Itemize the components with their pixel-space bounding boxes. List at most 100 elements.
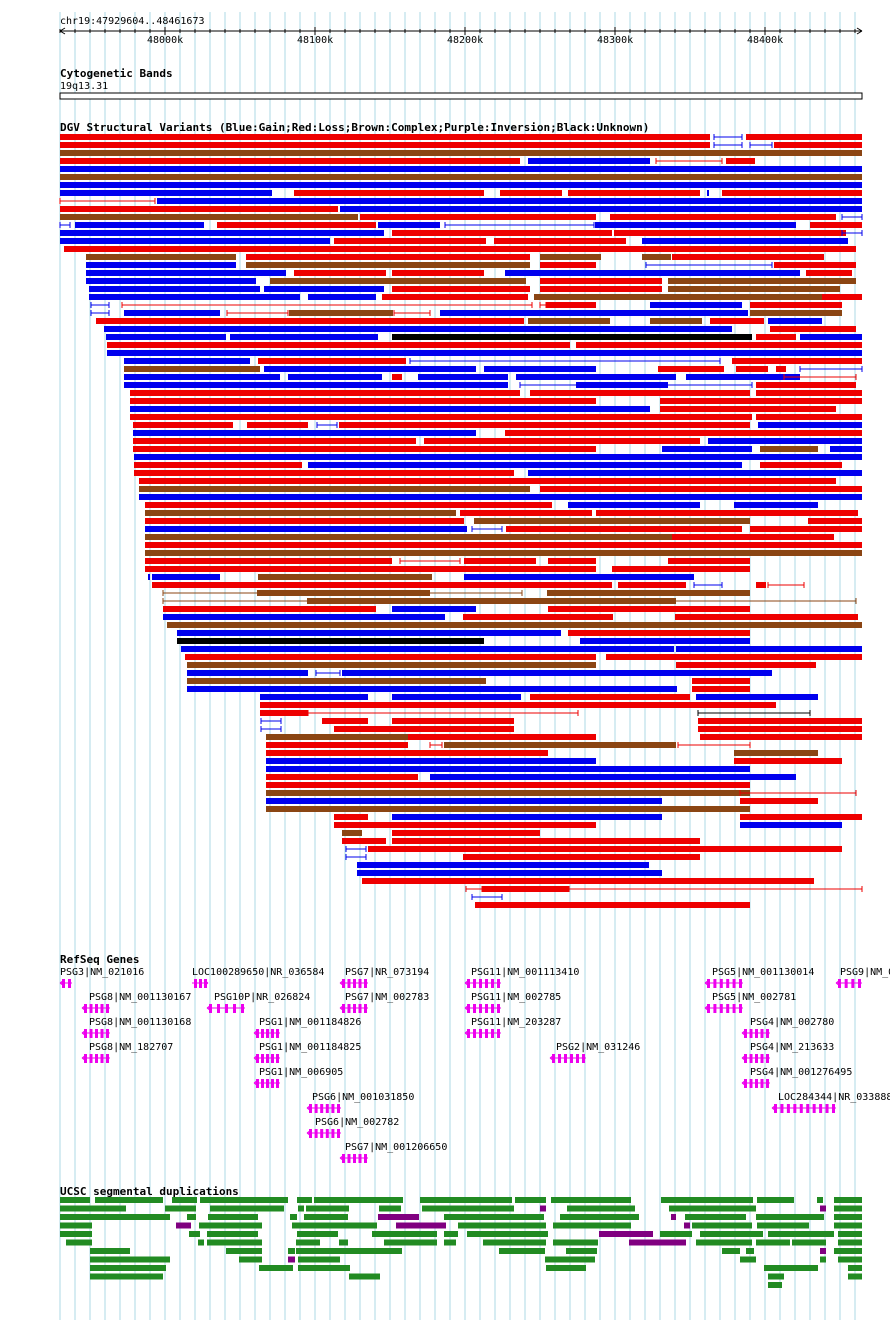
- gene-label[interactable]: PSG5|NM_002781: [712, 992, 797, 1003]
- gene-exon: [473, 1029, 476, 1038]
- gene-label[interactable]: PSG8|NM_001130168: [89, 1017, 192, 1028]
- gene-glyph: [704, 1004, 743, 1013]
- variant-bar: [258, 574, 432, 580]
- gene-label[interactable]: PSG1|NM_001184825: [259, 1042, 362, 1053]
- strand-arrow-icon: [464, 979, 470, 987]
- gene-label[interactable]: PSG3|NM_021016: [60, 967, 145, 978]
- variant-bar: [75, 222, 204, 228]
- variant-bar: [181, 646, 674, 652]
- cytoband-track[interactable]: [59, 92, 863, 100]
- variant-bar: [482, 886, 569, 892]
- gene-label[interactable]: PSG7|NM_002783: [345, 992, 430, 1003]
- gene-exon: [62, 979, 65, 988]
- variant-bar: [547, 590, 750, 596]
- gene-label[interactable]: PSG10P|NR_026824: [214, 992, 311, 1003]
- gene-glyph: [549, 1054, 586, 1063]
- variant-bar: [474, 518, 750, 524]
- gene-exon: [199, 979, 202, 988]
- ruler-tick-label: 48300k: [597, 35, 634, 46]
- variant-bar: [145, 526, 467, 532]
- gene-label[interactable]: LOC100289650|NR_036584: [192, 967, 325, 978]
- strand-arrow-icon: [339, 1154, 345, 1162]
- gene-label[interactable]: PSG4|NM_213633: [750, 1042, 835, 1053]
- gene-label[interactable]: PSG1|NM_001184826: [259, 1017, 362, 1028]
- segdup-bar: [396, 1222, 446, 1229]
- variant-bar: [528, 318, 610, 324]
- variant-bar: [139, 478, 836, 484]
- strand-arrow-icon: [741, 1054, 747, 1062]
- refseq-gene-glyphs[interactable]: [59, 979, 862, 1163]
- gene-exon: [84, 1054, 87, 1063]
- gene-exon: [744, 1079, 747, 1088]
- gene-label[interactable]: PSG4|NM_001276495: [750, 1067, 853, 1078]
- gene-exon: [347, 1154, 351, 1163]
- gene-label[interactable]: PSG11|NM_002785: [471, 992, 562, 1003]
- variant-bar: [177, 630, 561, 636]
- gene-label[interactable]: PSG6|NM_001031850: [312, 1092, 415, 1103]
- segdup-bar: [207, 1239, 262, 1246]
- gene-label[interactable]: PSG8|NM_182707: [89, 1042, 174, 1053]
- strand-arrow-icon: [339, 1004, 345, 1012]
- variant-bar: [342, 838, 386, 844]
- variant-bar: [392, 374, 402, 380]
- variant-bar: [596, 414, 752, 420]
- gene-exon: [793, 1104, 797, 1113]
- gene-label[interactable]: PSG2|NM_031246: [556, 1042, 641, 1053]
- variant-bar: [266, 750, 548, 756]
- gene-label[interactable]: PSG5|NM_001130014: [712, 967, 815, 978]
- refseq-track-title[interactable]: RefSeq Genes: [60, 953, 140, 966]
- segdup-bar: [259, 1265, 293, 1271]
- gene-label[interactable]: PSG7|NR_073194: [345, 967, 430, 978]
- cytoband-bar: [59, 92, 863, 100]
- cytoband-track-title[interactable]: Cytogenetic Bands: [60, 67, 173, 80]
- variant-bar: [266, 790, 462, 796]
- gene-exon: [739, 979, 742, 988]
- dgv-track[interactable]: [59, 134, 863, 908]
- gene-exon: [749, 1054, 753, 1063]
- gene-exon: [713, 1004, 717, 1013]
- gene-label[interactable]: PSG6|NM_002782: [315, 1117, 400, 1128]
- gene-exon: [755, 1079, 758, 1088]
- gene-label[interactable]: PSG11|NM_001113410: [471, 967, 580, 978]
- variant-bar: [60, 174, 862, 180]
- variant-bar: [246, 254, 530, 260]
- variant-bar: [595, 222, 796, 228]
- gene-glyph: [339, 979, 368, 988]
- variant-bar: [357, 870, 662, 876]
- segdup-bar: [199, 1222, 262, 1229]
- variant-bar: [288, 374, 382, 380]
- strand-arrow-icon: [81, 1004, 87, 1012]
- segdup-bar: [746, 1248, 754, 1254]
- variant-bar: [392, 606, 476, 612]
- variant-bar: [668, 278, 856, 284]
- dgv-track-title[interactable]: DGV Structural Variants (Blue:Gain;Red:L…: [60, 121, 650, 134]
- gene-exon: [485, 1004, 488, 1013]
- gene-label[interactable]: LOC284344|NR_033888: [778, 1092, 890, 1103]
- gene-exon: [84, 1004, 87, 1013]
- gene-exon: [806, 1104, 810, 1113]
- gene-label[interactable]: PSG7|NM_001206650: [345, 1142, 448, 1153]
- gene-exon: [766, 1079, 769, 1088]
- gene-label[interactable]: PSG9|NM_0: [840, 967, 890, 978]
- gene-label[interactable]: PSG11|NM_203287: [471, 1017, 562, 1028]
- gene-exon: [760, 1029, 764, 1038]
- variant-bar: [145, 510, 456, 516]
- variant-bar: [672, 534, 834, 540]
- variant-bar: [760, 462, 842, 468]
- ruler: [59, 27, 863, 35]
- variant-bar: [266, 806, 750, 812]
- segdup-track-title[interactable]: UCSC segmental duplications: [60, 1185, 239, 1198]
- segdup-track[interactable]: [60, 1197, 862, 1288]
- gene-label[interactable]: PSG1|NM_006905: [259, 1067, 344, 1078]
- strand-arrow-icon: [549, 1054, 555, 1062]
- variant-bar: [760, 446, 818, 452]
- variant-bar: [60, 182, 862, 188]
- gene-exon: [95, 1004, 98, 1013]
- ruler-tick-label: 48200k: [447, 35, 484, 46]
- gene-label[interactable]: PSG8|NM_001130167: [89, 992, 192, 1003]
- gene-exon: [744, 1029, 747, 1038]
- gene-exon: [479, 1004, 482, 1013]
- gene-label[interactable]: PSG4|NM_002780: [750, 1017, 835, 1028]
- variant-bar: [464, 574, 694, 580]
- segdup-bar: [384, 1239, 437, 1246]
